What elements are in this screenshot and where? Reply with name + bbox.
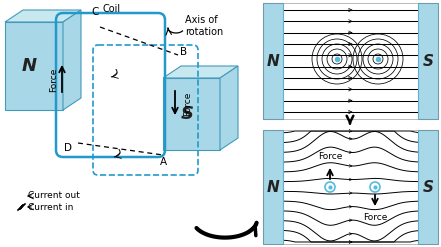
Bar [263,130,438,244]
Bar [418,130,438,244]
Circle shape [370,182,380,192]
Polygon shape [220,66,238,150]
Text: N: N [267,54,280,68]
Text: Current in: Current in [28,203,73,211]
Text: A: A [160,157,167,167]
Text: S: S [180,105,194,123]
Text: D: D [64,143,72,153]
Text: S: S [422,54,434,68]
Text: Force: Force [363,213,387,222]
Polygon shape [5,10,81,22]
Bar [418,3,438,119]
Text: Force: Force [318,152,342,161]
Text: N: N [22,57,37,75]
Text: C: C [91,7,99,17]
Polygon shape [163,66,238,78]
Text: N: N [267,180,280,194]
Bar [263,130,438,244]
Text: S: S [422,180,434,194]
Text: Current out: Current out [28,190,80,200]
Polygon shape [163,78,220,150]
Text: Axis of
rotation: Axis of rotation [185,15,223,37]
Text: Force: Force [49,68,59,92]
Bar [263,3,438,119]
Bar [263,130,283,244]
Bar [263,3,283,119]
Text: Force: Force [183,92,192,116]
Circle shape [325,182,335,192]
Bar [263,3,438,119]
Text: B: B [180,47,187,57]
Polygon shape [5,22,63,110]
Polygon shape [63,10,81,110]
Text: Coil: Coil [103,4,121,14]
